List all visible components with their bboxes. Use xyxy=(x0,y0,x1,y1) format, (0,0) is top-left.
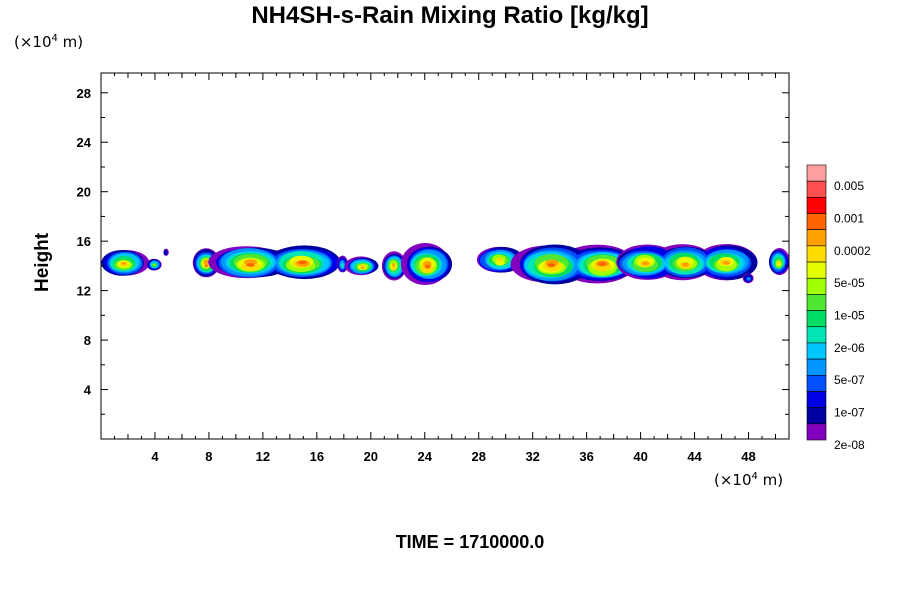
contour-level xyxy=(204,264,208,268)
colorbar-label: 0.001 xyxy=(834,211,864,225)
contour-level xyxy=(203,259,209,265)
contour-cell xyxy=(400,243,453,286)
colorbar-label: 1e-07 xyxy=(834,406,865,420)
colorbar-swatch xyxy=(806,407,827,425)
colorbar-swatch xyxy=(806,197,827,214)
y-tick-label: 4 xyxy=(84,383,92,398)
contour-level xyxy=(360,266,365,269)
contour-level xyxy=(722,260,730,265)
contour-level xyxy=(641,261,650,266)
colorbar-swatch xyxy=(806,294,827,311)
x-tick-label: 12 xyxy=(256,449,270,464)
contour-level xyxy=(681,262,690,267)
contour-level xyxy=(246,263,255,267)
colorbar-swatch xyxy=(806,374,827,392)
x-tick-label: 44 xyxy=(687,449,702,464)
contour-cell xyxy=(208,245,341,280)
y-tick-label: 20 xyxy=(77,185,91,200)
colorbar-label: 2e-06 xyxy=(834,341,865,355)
contour-level xyxy=(496,257,503,262)
contour-level xyxy=(598,261,607,266)
x-tick-label: 16 xyxy=(310,449,324,464)
contour-level xyxy=(341,263,344,268)
contour-level xyxy=(547,263,556,268)
y-tick-label: 12 xyxy=(77,284,91,299)
contour-cell xyxy=(768,248,789,276)
colorbar-swatch xyxy=(806,310,827,328)
contour-level xyxy=(391,265,396,271)
contour-cell xyxy=(101,249,150,276)
colorbar-swatch xyxy=(806,261,827,279)
x-unit-label: (×104 m) xyxy=(714,471,784,489)
contour-cell xyxy=(381,251,407,281)
x-tick-label: 20 xyxy=(364,449,378,464)
y-tick-label: 28 xyxy=(77,86,91,101)
x-tick-label: 48 xyxy=(741,449,755,464)
colorbar-label: 0.005 xyxy=(834,179,864,193)
colorbar-swatch xyxy=(806,245,827,263)
colorbar-swatch xyxy=(806,180,827,198)
x-tick-label: 28 xyxy=(471,449,485,464)
colorbar-swatch xyxy=(806,391,827,408)
contour-fields xyxy=(101,243,789,286)
colorbar-swatch xyxy=(806,277,827,295)
colorbar-label: 0.0002 xyxy=(834,244,871,258)
x-tick-label: 32 xyxy=(525,449,539,464)
colorbar-label: 5e-07 xyxy=(834,373,865,387)
contour-cell xyxy=(163,248,169,256)
contour-cell xyxy=(344,256,379,276)
contour-level xyxy=(392,263,396,267)
contour-level xyxy=(425,264,431,269)
contour-level xyxy=(746,277,751,280)
contour-level xyxy=(153,263,156,266)
colorbar-swatch xyxy=(806,358,827,376)
colorbar-swatch xyxy=(806,213,827,231)
x-tick-label: 8 xyxy=(205,449,212,464)
contour-cell xyxy=(616,244,758,281)
contour-cell xyxy=(510,244,636,285)
chart-title: NH4SH-s-Rain Mixing Ratio [kg/kg] xyxy=(251,2,649,29)
contour-level xyxy=(243,259,258,265)
x-tick-label: 36 xyxy=(579,449,593,464)
y-tick-label: 16 xyxy=(77,234,91,249)
contour-level xyxy=(164,251,168,255)
contour-cell xyxy=(337,255,348,273)
x-tick-label: 24 xyxy=(418,449,433,464)
contour-level xyxy=(777,260,781,264)
colorbar-swatch xyxy=(806,164,827,182)
y-tick-label: 8 xyxy=(84,333,91,348)
contour-level xyxy=(121,261,127,265)
contour-cell xyxy=(146,258,162,271)
contour-level xyxy=(298,260,307,265)
colorbar-label: 5e-05 xyxy=(834,276,865,290)
time-label: TIME = 1710000.0 xyxy=(395,532,545,552)
plot-frame xyxy=(100,72,790,440)
colorbar-swatch xyxy=(806,326,827,344)
x-tick-label: 40 xyxy=(633,449,647,464)
contour-cell xyxy=(742,273,754,284)
y-unit-label: (×104 m) xyxy=(14,33,84,51)
colorbar-label: 2e-08 xyxy=(834,438,865,452)
colorbar-label: 1e-05 xyxy=(834,308,865,322)
contour-level xyxy=(495,259,505,266)
colorbar-swatch xyxy=(806,423,827,441)
colorbar-swatch xyxy=(806,342,827,360)
x-tick-label: 4 xyxy=(151,449,159,464)
y-tick-label: 24 xyxy=(77,135,92,150)
colorbar-swatch xyxy=(806,229,827,247)
colorbar: 0.005 0.001 0.0002 5e-05 1e-05 2e-06 5e-07 1e-0… xyxy=(806,164,871,452)
